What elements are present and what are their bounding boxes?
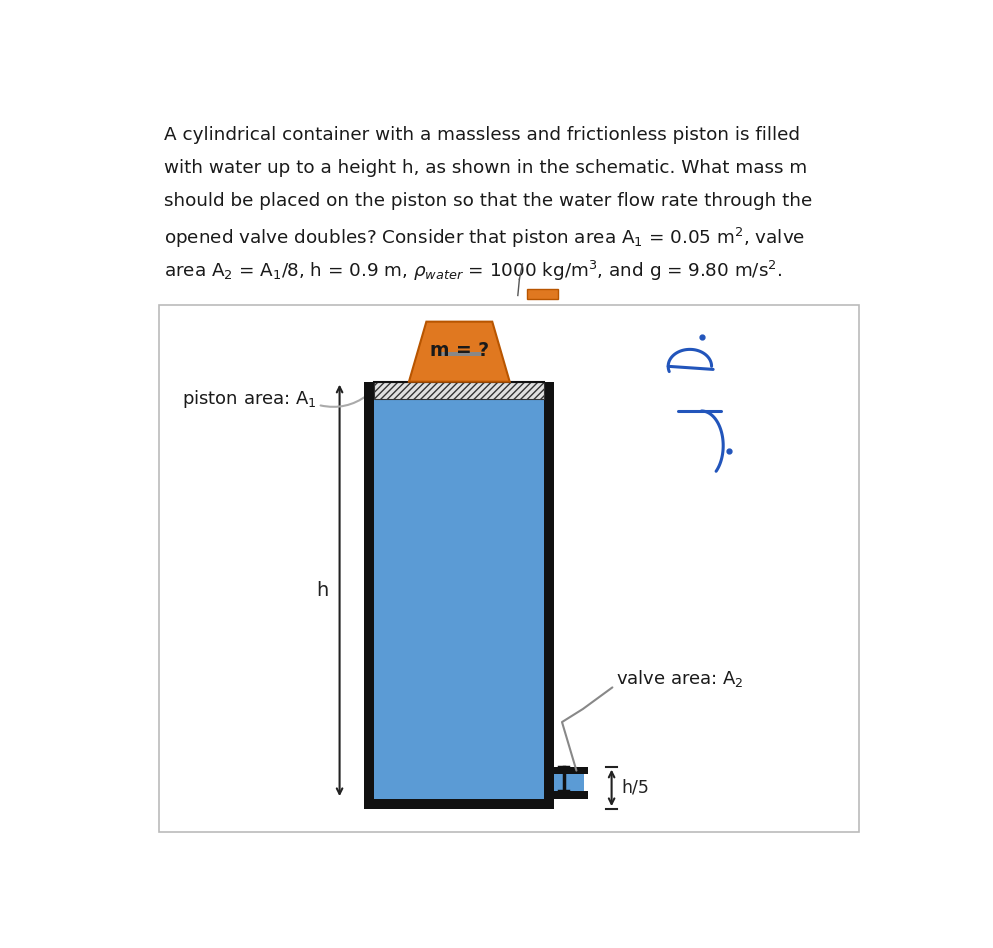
Text: area A$_2$ = A$_1$/8, h = 0.9 m, $\rho_{water}$ = 1000 kg/m$^3$, and g = 9.80 m/: area A$_2$ = A$_1$/8, h = 0.9 m, $\rho_{… — [165, 259, 782, 283]
Bar — [544, 767, 588, 775]
Bar — [544, 792, 588, 799]
Text: m = ?: m = ? — [430, 341, 489, 360]
Bar — [364, 799, 554, 809]
Text: h/5: h/5 — [622, 779, 649, 797]
Bar — [527, 288, 558, 299]
Text: h: h — [317, 581, 329, 600]
Bar — [544, 382, 554, 809]
Bar — [438, 353, 481, 356]
Bar — [544, 775, 585, 792]
Text: valve area: A$_2$: valve area: A$_2$ — [617, 667, 744, 688]
Text: opened valve doubles? Consider that piston area A$_1$ = 0.05 m$^2$, valve: opened valve doubles? Consider that pist… — [165, 226, 805, 249]
Polygon shape — [409, 321, 509, 382]
Text: should be placed on the piston so that the water flow rate through the: should be placed on the piston so that t… — [165, 192, 812, 210]
Bar — [374, 382, 544, 399]
Bar — [374, 382, 544, 799]
Bar — [159, 304, 859, 832]
Text: with water up to a height h, as shown in the schematic. What mass m: with water up to a height h, as shown in… — [165, 159, 807, 177]
Bar — [364, 382, 374, 809]
Text: piston area: A$_1$: piston area: A$_1$ — [183, 388, 317, 410]
Text: A cylindrical container with a massless and frictionless piston is filled: A cylindrical container with a massless … — [165, 126, 800, 144]
